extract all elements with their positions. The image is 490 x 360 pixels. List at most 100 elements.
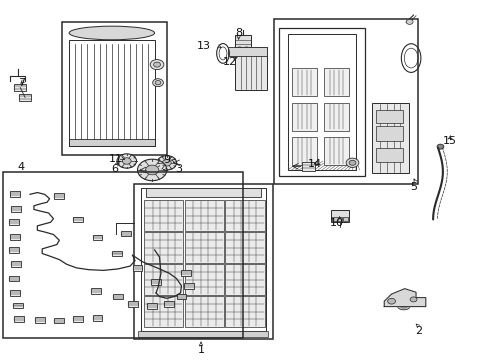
Bar [376, 110, 403, 123]
Text: 15: 15 [443, 136, 457, 145]
Bar [128, 301, 138, 307]
Bar [10, 234, 20, 239]
Text: 13: 13 [196, 41, 211, 50]
Text: 6: 6 [111, 164, 118, 174]
Bar [9, 247, 19, 253]
Bar [331, 211, 349, 222]
Bar [145, 200, 183, 231]
Bar [228, 47, 267, 56]
Bar [11, 261, 21, 267]
Bar [279, 28, 365, 176]
Bar [54, 193, 64, 199]
Bar [324, 103, 349, 131]
Bar [69, 139, 155, 146]
Circle shape [349, 160, 356, 165]
Bar [146, 188, 261, 197]
Bar [376, 126, 403, 140]
Circle shape [155, 81, 161, 85]
Bar [11, 206, 21, 212]
Text: 4: 4 [18, 162, 25, 172]
Bar [185, 264, 224, 295]
Bar [225, 296, 265, 327]
Bar [225, 200, 265, 231]
Ellipse shape [69, 26, 155, 40]
Circle shape [410, 297, 417, 302]
Text: 2: 2 [415, 325, 422, 336]
Bar [14, 316, 24, 322]
Bar [13, 303, 23, 309]
Bar [324, 136, 349, 165]
Bar [292, 136, 318, 165]
Circle shape [406, 19, 413, 24]
Bar [3, 172, 243, 338]
Bar [93, 234, 102, 240]
Bar [10, 192, 20, 197]
Circle shape [146, 165, 159, 175]
Polygon shape [384, 289, 426, 307]
Circle shape [162, 159, 171, 166]
Circle shape [138, 159, 167, 181]
Bar [288, 34, 356, 170]
Bar [235, 47, 267, 90]
Circle shape [154, 62, 160, 67]
Bar [225, 264, 265, 295]
Bar [133, 265, 143, 271]
Bar [91, 288, 101, 294]
Bar [62, 22, 167, 155]
Bar [185, 296, 224, 327]
Bar [93, 315, 102, 321]
Bar [113, 294, 123, 300]
Bar [145, 264, 183, 295]
Text: 5: 5 [410, 182, 417, 192]
Bar [343, 217, 347, 221]
Bar [19, 94, 31, 101]
Text: 3: 3 [175, 164, 183, 174]
Text: 10: 10 [330, 218, 344, 228]
Bar [274, 19, 418, 184]
Bar [185, 200, 224, 231]
Bar [302, 162, 316, 171]
Circle shape [117, 154, 137, 168]
Bar [9, 220, 19, 225]
Bar [69, 40, 155, 146]
Bar [147, 303, 157, 309]
Bar [9, 276, 19, 282]
Text: 12: 12 [223, 57, 237, 67]
Bar [14, 84, 26, 91]
Circle shape [157, 156, 176, 170]
Bar [134, 184, 273, 338]
Bar [139, 331, 268, 337]
Bar [164, 301, 174, 307]
Text: 11: 11 [109, 154, 123, 164]
Bar [73, 316, 83, 322]
Circle shape [237, 47, 243, 51]
Bar [376, 148, 403, 162]
Ellipse shape [398, 303, 410, 310]
Bar [73, 217, 83, 222]
Bar [176, 294, 186, 300]
Text: 1: 1 [197, 345, 204, 355]
Circle shape [150, 59, 164, 69]
Bar [332, 217, 342, 221]
Bar [184, 283, 194, 289]
Bar [10, 290, 20, 296]
Bar [151, 279, 161, 285]
Bar [292, 103, 318, 131]
Text: 7: 7 [18, 78, 25, 88]
Bar [185, 232, 224, 263]
Bar [54, 318, 64, 323]
Circle shape [153, 79, 163, 87]
Bar [372, 103, 409, 173]
Circle shape [244, 47, 249, 51]
Bar [145, 296, 183, 327]
Circle shape [388, 298, 395, 304]
Bar [225, 232, 265, 263]
Bar [235, 36, 251, 53]
Bar [122, 231, 131, 236]
Text: 9: 9 [163, 155, 171, 165]
Bar [181, 270, 191, 276]
Bar [292, 68, 318, 96]
Bar [112, 251, 122, 256]
Text: 14: 14 [308, 159, 322, 169]
Text: 8: 8 [235, 28, 242, 38]
